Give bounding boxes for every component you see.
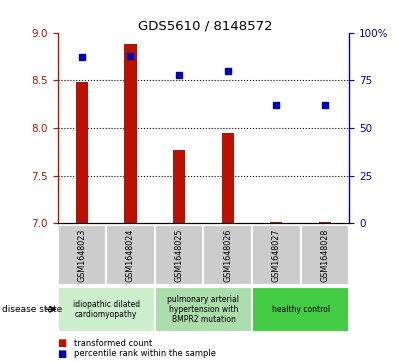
Text: GSM1648027: GSM1648027 [272,228,281,282]
Bar [58,287,155,332]
Text: pulmonary arterial
hypertension with
BMPR2 mutation: pulmonary arterial hypertension with BMP… [167,294,240,325]
Point [127,53,134,58]
Text: GDS5610 / 8148572: GDS5610 / 8148572 [138,20,273,33]
Text: GSM1648024: GSM1648024 [126,228,135,282]
Point [79,54,85,60]
Bar [58,225,106,285]
Text: percentile rank within the sample: percentile rank within the sample [74,350,216,358]
Text: transformed count: transformed count [74,339,152,348]
Bar [155,287,252,332]
Point [176,72,182,77]
Bar [173,150,185,223]
Bar [125,44,136,223]
Text: GSM1648028: GSM1648028 [321,228,330,282]
Text: GSM1648023: GSM1648023 [77,228,86,282]
Text: ■: ■ [58,349,67,359]
Bar [301,225,349,285]
Bar [252,225,301,285]
Text: idiopathic dilated
cardiomyopathy: idiopathic dilated cardiomyopathy [73,300,140,319]
Point [273,102,279,108]
Text: ■: ■ [58,338,67,348]
Bar [76,82,88,223]
Bar [252,287,349,332]
Bar [222,133,234,223]
Bar [270,222,282,223]
Bar [203,225,252,285]
Text: GSM1648026: GSM1648026 [223,228,232,282]
Bar [319,222,331,223]
Point [322,102,328,108]
Text: GSM1648025: GSM1648025 [175,228,184,282]
Point [224,68,231,74]
Bar [106,225,155,285]
Bar [155,225,203,285]
Text: disease state: disease state [2,305,62,314]
Text: healthy control: healthy control [272,305,330,314]
